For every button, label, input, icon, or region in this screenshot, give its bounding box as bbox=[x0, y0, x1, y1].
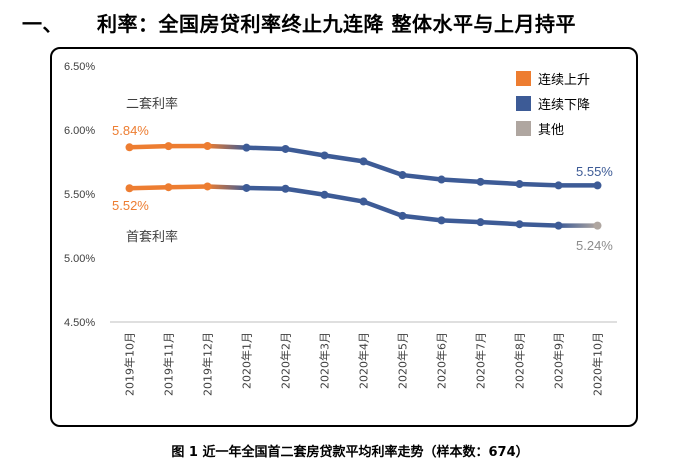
chart-frame bbox=[50, 47, 638, 427]
y-tick-label: 5.00% bbox=[64, 253, 95, 265]
y-tick-label: 6.50% bbox=[64, 61, 95, 73]
x-tick-label: 2019年10月 bbox=[123, 332, 137, 396]
second-home-data-point bbox=[359, 157, 368, 166]
second-home-data-point bbox=[125, 143, 134, 152]
second-home-data-point bbox=[320, 151, 329, 160]
first-home-line-segment bbox=[361, 199, 405, 219]
second-home-line-segment bbox=[244, 145, 288, 152]
x-tick-label: 2020年7月 bbox=[474, 332, 488, 389]
first-home-data-point bbox=[515, 220, 524, 229]
first-home-line-segment bbox=[244, 185, 288, 192]
legend-swatch-other bbox=[516, 121, 531, 136]
section-heading: 一、 利率：全国房贷利率终止九连降 整体水平与上月持平 bbox=[22, 8, 576, 37]
second-home-line-segment bbox=[205, 143, 249, 150]
first-home-data-point bbox=[359, 197, 368, 206]
first-home-data-point bbox=[281, 184, 290, 193]
first-home-line-segment bbox=[205, 184, 249, 191]
first-home-line-segment bbox=[400, 213, 444, 223]
section-title: 利率：全国房贷利率终止九连降 整体水平与上月持平 bbox=[97, 12, 576, 36]
y-tick-label: 6.00% bbox=[64, 125, 95, 137]
first-home-line-segment bbox=[517, 221, 561, 228]
second-home-line-segment bbox=[400, 172, 444, 182]
legend-label-rising: 连续上升 bbox=[538, 72, 590, 88]
x-tick-label: 2020年5月 bbox=[396, 332, 410, 389]
second-home-line-segment bbox=[361, 159, 405, 178]
data-label-second-home-start: 5.84% bbox=[112, 123, 149, 138]
data-label-first-home-start: 5.52% bbox=[112, 198, 149, 213]
first-home-data-point bbox=[437, 216, 446, 225]
second-home-line-segment bbox=[517, 181, 561, 188]
legend-swatch-falling bbox=[516, 96, 531, 111]
x-tick-label: 2020年4月 bbox=[357, 332, 371, 389]
second-home-data-point bbox=[554, 181, 563, 190]
first-home-data-point bbox=[164, 183, 173, 192]
second-home-data-point bbox=[437, 175, 446, 184]
x-tick-label: 2019年12月 bbox=[201, 332, 215, 396]
data-label-first-home-end: 5.24% bbox=[576, 238, 613, 253]
first-home-data-point bbox=[125, 184, 134, 193]
first-home-data-point bbox=[242, 183, 251, 192]
second-home-data-point bbox=[281, 144, 290, 153]
second-home-data-point bbox=[242, 143, 251, 152]
figure-caption: 图 1 近一年全国首二套房贷款平均利率走势（样本数：674） bbox=[171, 445, 529, 460]
second-home-data-point bbox=[398, 171, 407, 180]
second-home-data-point bbox=[164, 142, 173, 151]
first-home-data-point bbox=[320, 190, 329, 199]
first-home-line-segment bbox=[127, 184, 171, 191]
series-label-first-home: 首套利率 bbox=[126, 229, 178, 245]
x-tick-label: 2020年9月 bbox=[552, 332, 566, 389]
second-home-data-point bbox=[593, 181, 602, 190]
x-tick-label: 2020年8月 bbox=[513, 332, 527, 389]
first-home-line-segment bbox=[283, 186, 327, 198]
second-home-line-segment bbox=[478, 179, 522, 187]
first-home-data-point bbox=[554, 221, 563, 230]
legend-label-other: 其他 bbox=[538, 123, 564, 138]
y-tick-label: 5.50% bbox=[64, 189, 95, 201]
legend-label-falling: 连续下降 bbox=[538, 97, 590, 113]
first-home-data-point bbox=[476, 218, 485, 227]
data-label-second-home-end: 5.55% bbox=[576, 164, 613, 179]
rate-line-chart: 6.50% 6.00% 5.50% 5.00% 4.50% 2019年10月 2019年11… bbox=[64, 61, 617, 396]
x-tick-label: 2020年3月 bbox=[318, 332, 332, 389]
x-tick-label: 2019年11月 bbox=[162, 332, 176, 396]
second-home-line-segment bbox=[439, 177, 483, 185]
series-label-second-home: 二套利率 bbox=[126, 96, 178, 112]
x-tick-label: 2020年6月 bbox=[435, 332, 449, 389]
first-home-line-segment bbox=[322, 192, 366, 204]
legend-swatch-rising bbox=[516, 71, 531, 86]
second-home-line-segment bbox=[283, 146, 327, 158]
x-tick-label: 2020年10月 bbox=[591, 332, 605, 396]
first-home-line-segment bbox=[166, 184, 210, 190]
first-home-data-point bbox=[203, 182, 212, 191]
first-home-line-segment bbox=[439, 218, 483, 225]
x-tick-label: 2020年2月 bbox=[279, 332, 293, 389]
second-home-line-segment bbox=[322, 153, 366, 164]
x-tick-label: 2020年1月 bbox=[240, 332, 254, 389]
first-home-data-point bbox=[398, 211, 407, 220]
second-home-data-point bbox=[476, 177, 485, 186]
y-tick-label: 4.50% bbox=[64, 317, 95, 329]
second-home-line-segment bbox=[127, 143, 171, 150]
section-number: 一、 bbox=[22, 12, 63, 36]
first-home-line-segment bbox=[478, 219, 522, 227]
second-home-data-point bbox=[515, 180, 524, 189]
first-home-data-point bbox=[593, 221, 602, 230]
second-home-data-point bbox=[203, 142, 212, 150]
